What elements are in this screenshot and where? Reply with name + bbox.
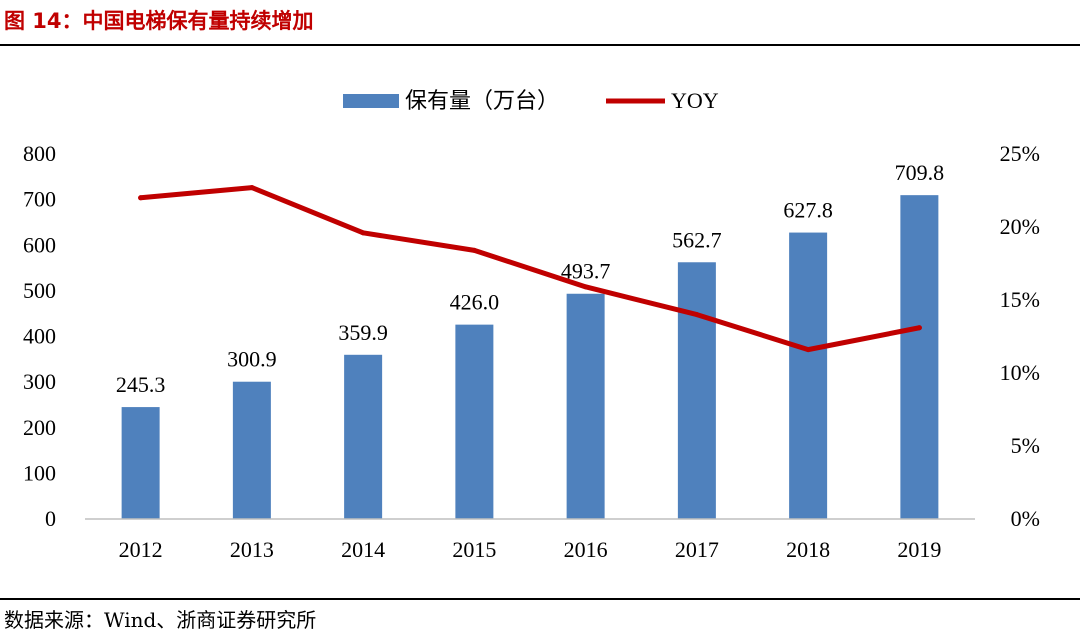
left-axis-tick-label: 400	[23, 324, 56, 349]
bar-2012	[121, 407, 160, 519]
top-rule	[0, 44, 1080, 46]
yoy-point-2017	[694, 312, 700, 318]
bar-2018	[789, 232, 828, 519]
left-axis-tick-label: 200	[23, 415, 56, 440]
x-axis-tick-label: 2016	[564, 537, 608, 562]
left-axis-tick-label: 500	[23, 278, 56, 303]
left-axis: 0 100 200 300 400 500 600 700 800	[23, 141, 56, 531]
legend-bar-swatch	[343, 94, 399, 108]
left-axis-tick-label: 700	[23, 187, 56, 212]
legend: 保有量（万台） YOY	[343, 88, 719, 113]
source-note: 数据来源：Wind、浙商证券研究所	[4, 608, 317, 632]
bar-value-label: 245.3	[116, 372, 166, 397]
x-axis-tick-label: 2019	[897, 537, 941, 562]
right-axis-tick-label: 20%	[1000, 214, 1040, 239]
legend-line-label: YOY	[671, 88, 719, 113]
bar-2016	[566, 293, 605, 519]
legend-bar-label: 保有量（万台）	[405, 88, 559, 113]
figure-title: 图 14：中国电梯保有量持续增加	[4, 9, 314, 33]
bar-value-label: 562.7	[672, 227, 722, 252]
left-axis-tick-label: 100	[23, 460, 56, 485]
x-axis-tick-label: 2015	[452, 537, 496, 562]
yoy-point-2016	[583, 284, 589, 290]
yoy-line-group	[138, 185, 922, 353]
yoy-point-2013	[249, 185, 255, 191]
right-axis-tick-label: 10%	[1000, 360, 1040, 385]
yoy-point-2015	[471, 247, 477, 253]
left-axis-tick-label: 600	[23, 232, 56, 257]
left-axis-tick-label: 300	[23, 369, 56, 394]
bar-2014	[344, 354, 383, 519]
left-axis-tick-label: 0	[45, 506, 56, 531]
yoy-point-2012	[138, 195, 144, 201]
yoy-point-2018	[805, 347, 811, 353]
x-axis-tick-label: 2012	[119, 537, 163, 562]
bar-value-label: 359.9	[338, 320, 388, 345]
bar-value-label: 300.9	[227, 347, 277, 372]
bottom-rule	[0, 598, 1080, 600]
bar-value-label: 709.8	[895, 160, 945, 185]
chart: 保有量（万台） YOY 0 100 200 300 400 500 600 700 800 0%…	[23, 88, 1040, 562]
x-axis-tick-label: 2013	[230, 537, 274, 562]
right-axis-tick-label: 15%	[1000, 287, 1040, 312]
bar-value-label: 426.0	[450, 290, 500, 315]
right-axis: 0% 5% 10% 15% 20% 25%	[1000, 141, 1040, 531]
right-axis-tick-label: 0%	[1011, 506, 1040, 531]
left-axis-tick-label: 800	[23, 141, 56, 166]
bar-value-label: 627.8	[783, 198, 833, 223]
bars	[121, 195, 939, 519]
right-axis-tick-label: 25%	[1000, 141, 1040, 166]
bar-2013	[232, 381, 271, 519]
bar-2019	[900, 195, 939, 519]
yoy-line	[138, 185, 922, 353]
right-axis-tick-label: 5%	[1011, 433, 1040, 458]
x-axis: 2012 2013 2014 2015 2016 2017 2018 2019	[119, 537, 942, 562]
x-axis-tick-label: 2014	[341, 537, 385, 562]
bar-2017	[677, 262, 716, 519]
x-axis-tick-label: 2017	[675, 537, 719, 562]
yoy-point-2014	[360, 230, 366, 236]
bar-2015	[455, 324, 494, 519]
x-axis-tick-label: 2018	[786, 537, 830, 562]
yoy-point-2019	[916, 325, 922, 331]
